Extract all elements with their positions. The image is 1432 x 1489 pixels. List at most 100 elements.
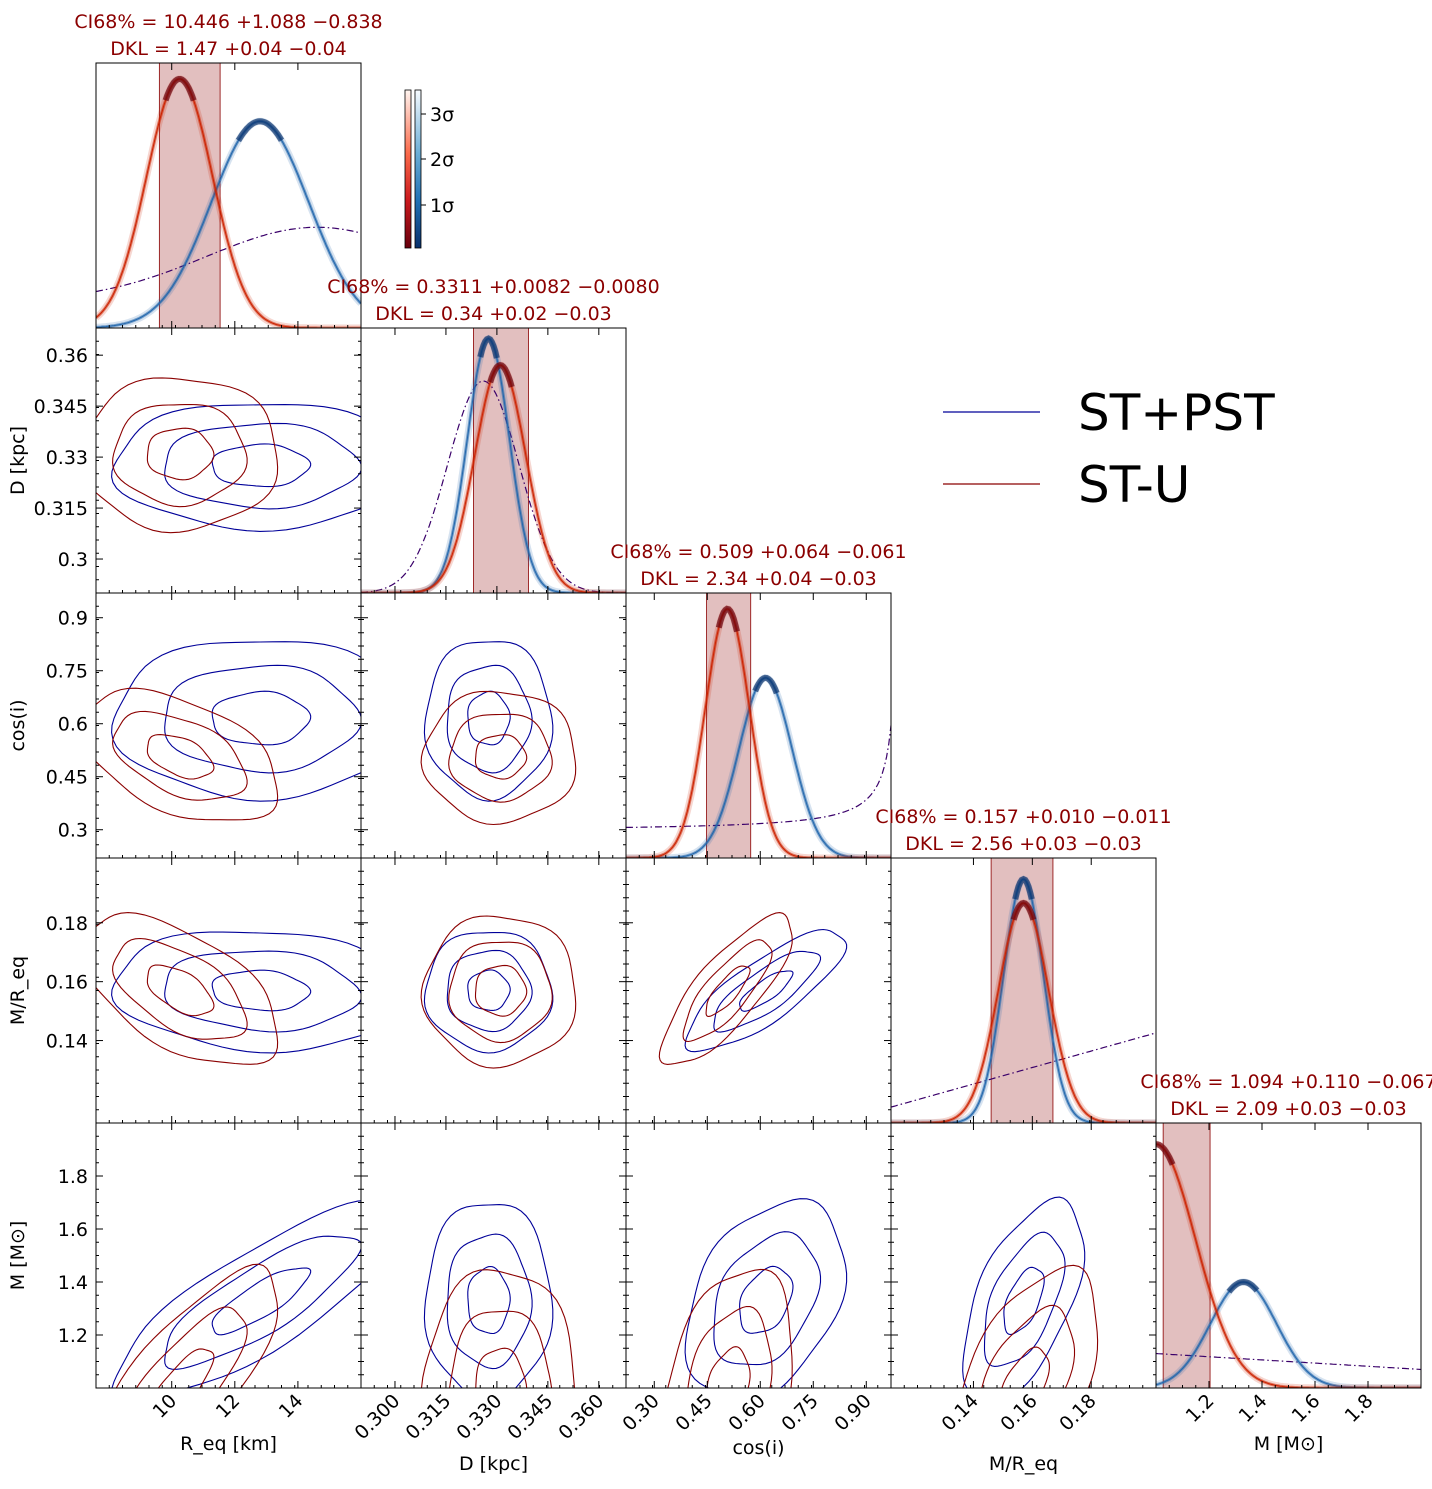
panel-frame	[360, 592, 627, 859]
y-tick-label: 0.36	[46, 345, 88, 367]
panel-content	[626, 593, 891, 858]
contour-ST+PST-3sigma	[684, 928, 848, 1053]
contour-ST+PST-3sigma	[111, 641, 361, 802]
colorbar-label-1sigma: 1σ	[430, 195, 454, 217]
x-tick-label: 1.4	[1235, 1390, 1272, 1427]
x-tick-label: 0.345	[503, 1390, 557, 1444]
colorbar-label-3sigma: 3σ	[430, 104, 454, 126]
contour-ST+PST-1sigma	[211, 969, 312, 1012]
prior-curve	[96, 226, 361, 293]
contour-ST-U-1sigma	[146, 964, 215, 1017]
x-tick-label: 12	[212, 1390, 245, 1423]
panel-frame	[95, 327, 362, 594]
contour-ST+PST-1sigma	[739, 1265, 794, 1334]
marginal-peak-0	[235, 118, 285, 143]
contour-ST-U-3sigma	[658, 912, 793, 1065]
marginal-band-1	[96, 75, 361, 328]
contour-ST+PST-2sigma	[713, 1231, 822, 1366]
panel-frame	[890, 1122, 1157, 1389]
marginal-curve-ST+PST	[1156, 1281, 1421, 1388]
x-tick-label: 0.60	[724, 1390, 769, 1435]
legend: ST+PST ST-U	[943, 384, 1275, 514]
contour-ST-U-1sigma	[705, 965, 751, 1017]
contour-ST-U-2sigma	[682, 939, 773, 1043]
panel-content	[1156, 1123, 1421, 1388]
x-tick-label: 1.8	[1341, 1390, 1378, 1427]
panel-title-dkl: DKL = 0.34 +0.02 −0.03	[375, 303, 612, 325]
marginal-band-inner-1	[626, 607, 891, 858]
legend-label-st-u: ST-U	[1078, 456, 1190, 514]
contour-ST+PST-1sigma	[211, 1267, 312, 1336]
contour-ST-U-1sigma	[474, 964, 528, 1017]
colorbar-blue	[414, 89, 422, 249]
marginal-peak-0	[752, 674, 780, 695]
y-tick-label: 0.345	[34, 396, 88, 418]
marginal-curve-ST-U	[96, 78, 361, 328]
contour-ST+PST-2sigma	[164, 422, 361, 510]
prior-curve	[361, 380, 626, 593]
panel-content	[420, 1204, 576, 1388]
contour-ST+PST-2sigma	[983, 1231, 1066, 1367]
panel-content	[891, 858, 1156, 1123]
marginal-curve-ST-U	[626, 608, 891, 858]
x-tick-label: 0.16	[996, 1390, 1041, 1435]
prior-curve	[626, 725, 891, 828]
contour-ST+PST-3sigma	[111, 404, 361, 532]
panel-MR-cosi	[625, 857, 892, 1124]
contour-ST+PST-1sigma	[467, 690, 511, 746]
contour-ST-U-2sigma	[112, 937, 248, 1040]
panel-title-ci: CI68% = 10.446 +1.088 −0.838	[74, 11, 382, 33]
contour-ST+PST-2sigma	[446, 1233, 533, 1370]
panel-frame	[95, 62, 362, 329]
marginal-peak-0	[1012, 875, 1035, 900]
colorbar-label-2sigma: 2σ	[430, 149, 454, 171]
contour-ST-U-3sigma	[667, 1268, 793, 1388]
y-tick-label: 1.6	[58, 1219, 88, 1241]
panel-title-dkl: DKL = 2.34 +0.04 −0.03	[640, 568, 877, 590]
x-tick-label: 1.6	[1288, 1390, 1325, 1427]
contour-ST-U-3sigma	[96, 912, 279, 1065]
contour-ST+PST-3sigma	[423, 641, 554, 802]
panel-title-ci: CI68% = 0.3311 +0.0082 −0.0080	[327, 276, 659, 298]
y-tick-label: 0.33	[46, 447, 88, 469]
marginal-peak-1	[1010, 899, 1037, 921]
x-tick-label: 0.18	[1055, 1390, 1100, 1435]
y-tick-label: 0.75	[46, 661, 88, 683]
y-tick-label: 0.45	[46, 767, 88, 789]
panel-frame	[625, 592, 892, 859]
contour-ST-U-1sigma	[706, 1346, 751, 1388]
x-tick-label: 0.330	[452, 1390, 506, 1444]
panel-title-dkl: DKL = 2.56 +0.03 −0.03	[905, 833, 1142, 855]
panel-title-ci: CI68% = 0.509 +0.064 −0.061	[610, 541, 906, 563]
panel-cosi-cosi: CI68% = 0.509 +0.064 −0.061 DKL = 2.34 +0…	[610, 541, 907, 859]
y-axis-label-cosi: cos(i)	[7, 699, 29, 751]
contour-ST+PST-3sigma	[684, 1198, 848, 1388]
y-tick-label: 0.9	[58, 608, 88, 630]
marginal-peak-1	[487, 361, 515, 388]
contour-ST-U-2sigma	[112, 710, 248, 801]
contour-ST-U-3sigma	[962, 1264, 1099, 1388]
contour-ST-U-1sigma	[475, 1347, 528, 1388]
contour-ST-U-2sigma	[687, 1305, 773, 1388]
contour-ST-U-3sigma	[115, 1263, 279, 1388]
panel-MR-D	[360, 857, 627, 1124]
contour-ST+PST-1sigma	[467, 969, 511, 1011]
panel-MR-Req: 0.14 0.16 0.18 M/R_eq	[7, 857, 362, 1124]
panel-M-cosi: 0.30 0.45 0.60 0.75 0.90 cos(i)	[618, 1122, 892, 1459]
x-axis-label-M: M [M⊙]	[1254, 1433, 1324, 1455]
contour-ST+PST-2sigma	[713, 950, 822, 1033]
x-tick-label: 0.315	[401, 1390, 455, 1444]
contour-ST-U-2sigma	[448, 713, 553, 803]
contour-ST-U-1sigma	[1001, 1346, 1050, 1388]
contour-ST-U-1sigma	[146, 427, 215, 481]
panel-content	[96, 377, 361, 534]
panel-M-M: CI68% = 1.094 +0.110 −0.067 DKL = 2.09 +0…	[1140, 1071, 1432, 1455]
x-tick-label: 0.45	[671, 1390, 716, 1435]
panel-MR-MR: CI68% = 0.157 +0.010 −0.011 DKL = 2.56 +0…	[875, 806, 1172, 1124]
x-tick-label: 0.30	[618, 1390, 663, 1435]
contour-ST-U-1sigma	[474, 734, 528, 780]
contour-ST-U-2sigma	[449, 1310, 553, 1388]
x-tick-label: 14	[275, 1390, 308, 1423]
contour-ST+PST-3sigma	[962, 1196, 1086, 1388]
